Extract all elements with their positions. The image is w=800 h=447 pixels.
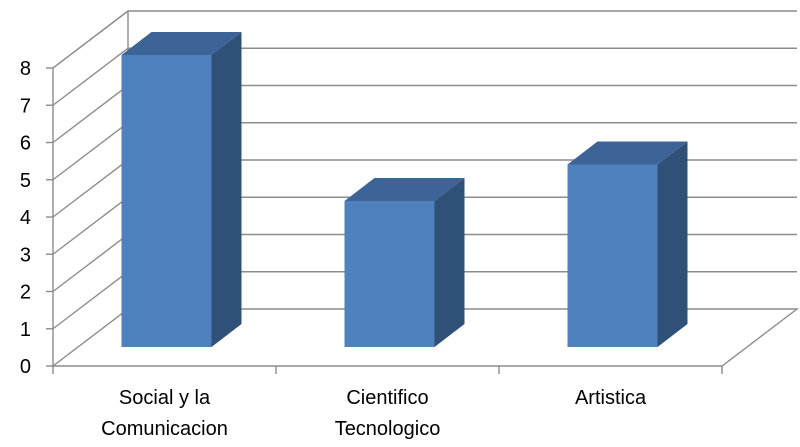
bar	[122, 32, 242, 347]
bar	[568, 142, 688, 348]
wall-top-edge	[53, 11, 128, 68]
x-category-label: Cientifico Tecnologico	[335, 387, 441, 440]
bar-front-face	[122, 55, 212, 347]
bar-front-face	[568, 165, 658, 348]
y-tick-label: 6	[20, 133, 31, 155]
y-tick-label: 0	[20, 356, 31, 378]
x-category-label: Artistica	[575, 387, 647, 409]
bar-side-face	[435, 178, 465, 347]
y-tick-label: 1	[20, 319, 31, 341]
bar-side-face	[658, 142, 688, 348]
y-tick-label: 7	[20, 95, 31, 117]
y-tick-labels: 0 1 2 3 4 5 6 7 8	[20, 58, 31, 378]
y-tick-label: 8	[20, 58, 31, 80]
y-tick-label: 5	[20, 170, 31, 192]
y-tick-label: 4	[20, 207, 31, 229]
bar-side-face	[212, 32, 242, 347]
y-tick-label: 3	[20, 244, 31, 266]
bar-front-face	[345, 201, 435, 347]
y-tick-label: 2	[20, 282, 31, 304]
bar	[345, 178, 465, 347]
x-category-labels: Social y la Comunicacion Cientifico Tecnolo…	[101, 387, 647, 440]
x-category-label: Social y la Comunicacion	[101, 387, 228, 440]
bars	[122, 32, 688, 347]
